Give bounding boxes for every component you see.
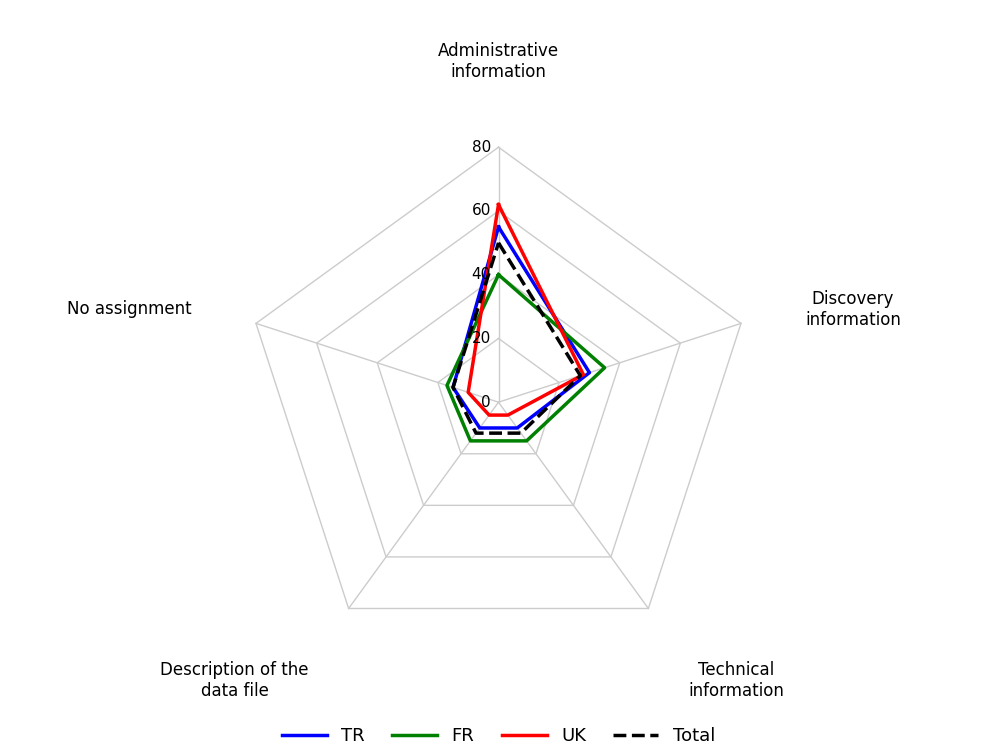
Text: No assignment: No assignment [68, 300, 192, 318]
Text: 20: 20 [472, 331, 491, 346]
Text: Discovery
information: Discovery information [805, 290, 901, 329]
Legend: TR, FR, UK, Total: TR, FR, UK, Total [274, 720, 723, 752]
Text: 80: 80 [472, 140, 491, 155]
Text: 60: 60 [472, 203, 491, 218]
Text: 40: 40 [472, 267, 491, 282]
Text: 0: 0 [482, 395, 491, 410]
Text: Administrative
information: Administrative information [438, 42, 559, 81]
Text: Technical
information: Technical information [688, 661, 784, 700]
Text: Description of the
data file: Description of the data file [161, 661, 309, 700]
